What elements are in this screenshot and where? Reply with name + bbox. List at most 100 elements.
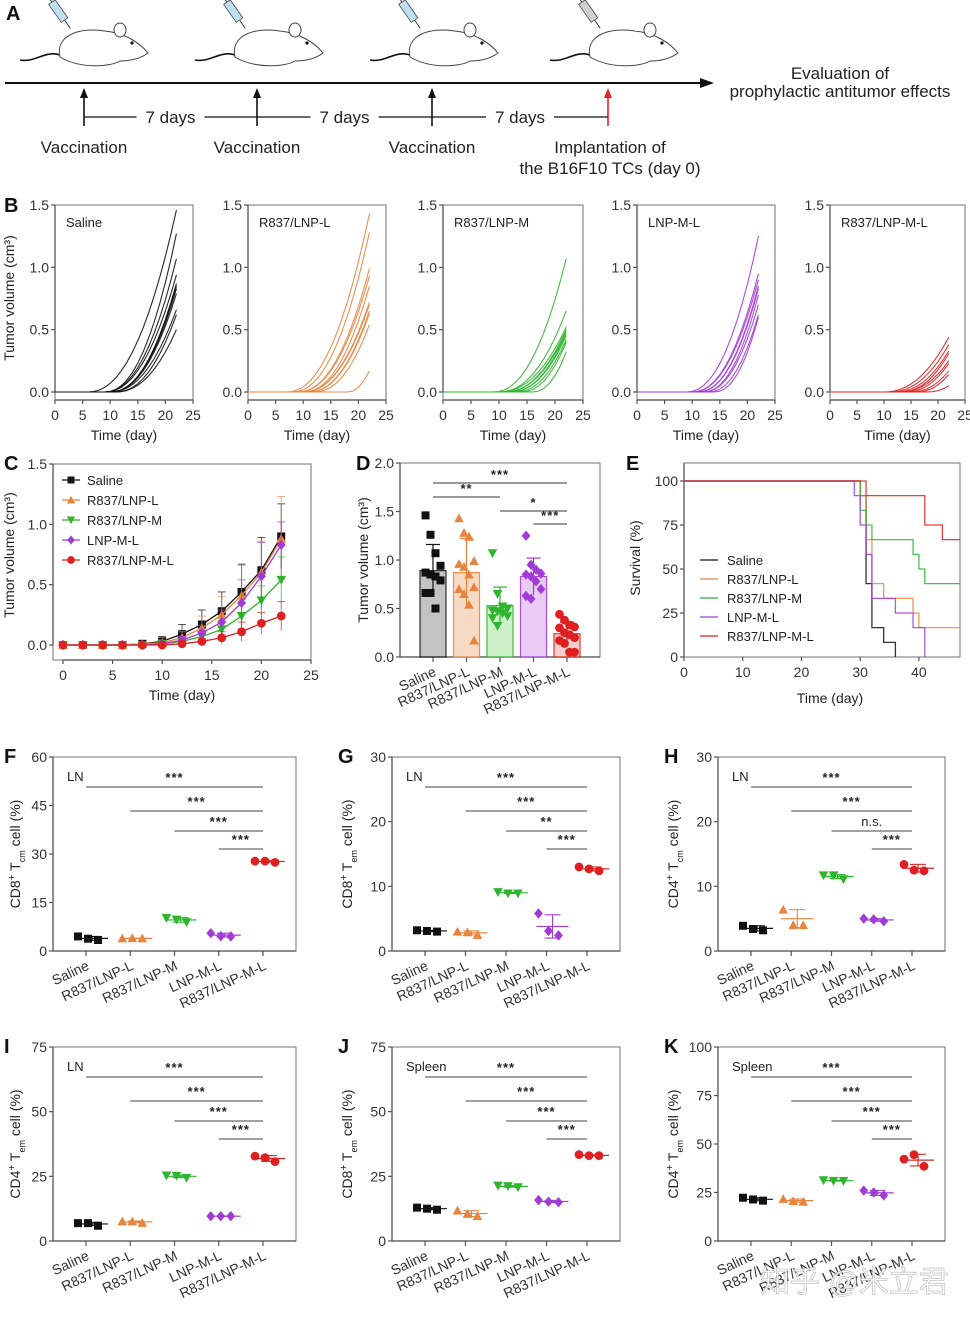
panel-label-d: D (356, 453, 370, 475)
data-point (570, 633, 579, 642)
data-point (472, 930, 483, 939)
data-point (464, 569, 474, 579)
data-point (555, 609, 564, 619)
legend-marker-icon (66, 516, 76, 525)
individual-curve (248, 213, 370, 393)
data-point (594, 1151, 604, 1161)
tissue-label: LN (67, 1059, 84, 1074)
data-point (452, 926, 463, 936)
category-group (493, 1181, 528, 1192)
plot-frame (829, 204, 966, 401)
significance-label: *** (883, 832, 901, 847)
data-point (869, 914, 879, 925)
significance-label: *** (210, 1104, 228, 1119)
y-label-superscript: + (665, 874, 676, 880)
bar-group (419, 511, 447, 658)
x-tick-label: 15 (903, 407, 919, 423)
y-tick-label: 1.0 (223, 259, 243, 275)
mouse-tail (369, 53, 411, 62)
data-point (181, 918, 192, 928)
subplot-r837-lnp-m: 0.0 0.5 1.0 1.5 0 5 10 15 20 25 Time (day) R837/LNP… (418, 197, 591, 443)
y-label-superscript: + (339, 1165, 350, 1171)
x-tick-label: 5 (79, 407, 87, 423)
data-point (276, 539, 286, 551)
data-point (859, 1185, 869, 1196)
timeline-events: Vaccination Vaccination Vaccination Implant… (41, 88, 701, 178)
category-group (206, 928, 241, 942)
significance-label: *** (232, 1122, 250, 1137)
data-point (487, 614, 498, 623)
data-point (270, 858, 280, 867)
x-tick-label: 40 (911, 664, 927, 680)
significance-label: *** (165, 1060, 183, 1075)
data-point (778, 904, 789, 914)
panel-label-a: A (6, 3, 20, 25)
individual-curve (55, 288, 177, 393)
mouse-icon (194, 0, 324, 67)
x-tick-label: 20 (794, 664, 810, 680)
data-point (818, 871, 829, 881)
data-point (413, 1203, 421, 1212)
data-point (74, 1219, 82, 1228)
category-group (778, 1194, 814, 1206)
y-tick-label: 20 (696, 814, 712, 830)
y-label-part: cell (%) (7, 800, 23, 851)
legend-label: R837/LNP-M (87, 513, 162, 528)
y-tick-label: 0 (39, 1233, 47, 1249)
mouse-body (408, 29, 499, 67)
individual-curve (55, 283, 177, 393)
y-label-part: T (339, 1152, 355, 1165)
data-point (206, 928, 216, 939)
panel-f-cd8-tcm-ln: 015304560SalineR837/LNP-LR837/LNP-MLNP-M… (7, 749, 297, 1011)
category-group (206, 1210, 241, 1222)
data-point (421, 588, 430, 597)
data-point (521, 569, 531, 580)
data-point (919, 1161, 929, 1171)
y-label-part: CD4 (665, 1170, 681, 1198)
x-tick-label: 5 (661, 407, 669, 423)
x-tick-label: 25 (185, 407, 201, 423)
y-tick-label: 0.0 (612, 384, 632, 400)
data-point (759, 926, 767, 935)
data-point (739, 921, 747, 930)
x-axis-label: Time (day) (480, 427, 546, 443)
individual-curve (443, 258, 567, 393)
syringe-plunger (576, 0, 583, 3)
panel-label-i: I (4, 1036, 10, 1058)
data-point (426, 570, 435, 579)
y-tick-label: 0.5 (612, 322, 632, 338)
panel-label-c: C (4, 453, 18, 475)
category-group (574, 862, 609, 876)
y-tick-label: 1.5 (805, 197, 825, 213)
y-tick-label: 1.5 (28, 456, 48, 472)
y-tick-label: 0.0 (28, 637, 48, 653)
data-point (171, 915, 182, 925)
x-tick-label: 20 (930, 407, 946, 423)
syringe-icon (396, 0, 421, 29)
data-point (137, 640, 147, 650)
panel-label-e: E (626, 453, 639, 475)
individual-curve (55, 274, 177, 393)
individual-curve (830, 344, 950, 393)
x-tick-label: 10 (491, 407, 507, 423)
y-tick-label: 0 (39, 943, 47, 959)
x-tick-label: 20 (254, 667, 270, 683)
mouse-ear (288, 22, 302, 38)
category-group (818, 871, 854, 885)
y-tick-label: 0 (670, 649, 678, 665)
data-point (531, 564, 541, 575)
x-tick-label: 5 (853, 407, 861, 423)
mouse-body (588, 29, 679, 67)
data-point (798, 1197, 809, 1206)
y-tick-label: 0 (704, 943, 712, 959)
y-tick-label: 50 (31, 1104, 47, 1120)
y-tick-label: 75 (662, 517, 678, 533)
y-label-superscript: + (665, 1165, 676, 1171)
interval-label: 7 days (145, 108, 195, 127)
event-label: Vaccination (214, 138, 301, 157)
y-tick-label: 30 (31, 846, 47, 862)
significance-label: *** (497, 770, 515, 785)
data-point (226, 1210, 236, 1222)
mouse-eye (660, 41, 664, 45)
data-point (869, 1187, 879, 1198)
